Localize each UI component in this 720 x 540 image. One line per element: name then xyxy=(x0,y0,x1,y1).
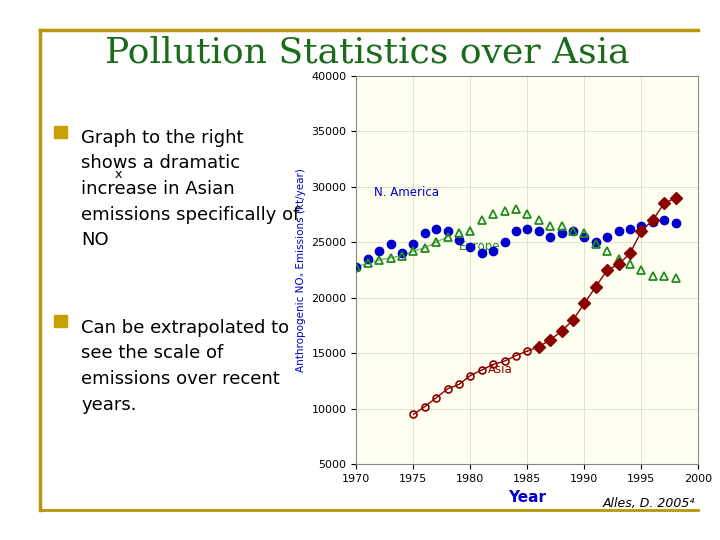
Text: Graph to the right
shows a dramatic
increase in Asian
emissions specifically of
: Graph to the right shows a dramatic incr… xyxy=(81,129,300,249)
Text: x: x xyxy=(114,168,122,181)
Text: Can be extrapolated to
see the scale of
emissions over recent
years.: Can be extrapolated to see the scale of … xyxy=(81,319,289,414)
Text: Pollution Statistics over Asia: Pollution Statistics over Asia xyxy=(105,35,629,69)
Text: Alles, D. 2005⁴: Alles, D. 2005⁴ xyxy=(603,497,695,510)
Text: Asia: Asia xyxy=(487,363,512,376)
Text: N. America: N. America xyxy=(374,186,438,199)
Y-axis label: Anthropogenic NOₓ Emissions (kt/year): Anthropogenic NOₓ Emissions (kt/year) xyxy=(296,168,306,372)
Text: Europe: Europe xyxy=(459,240,500,253)
X-axis label: Year: Year xyxy=(508,490,546,505)
